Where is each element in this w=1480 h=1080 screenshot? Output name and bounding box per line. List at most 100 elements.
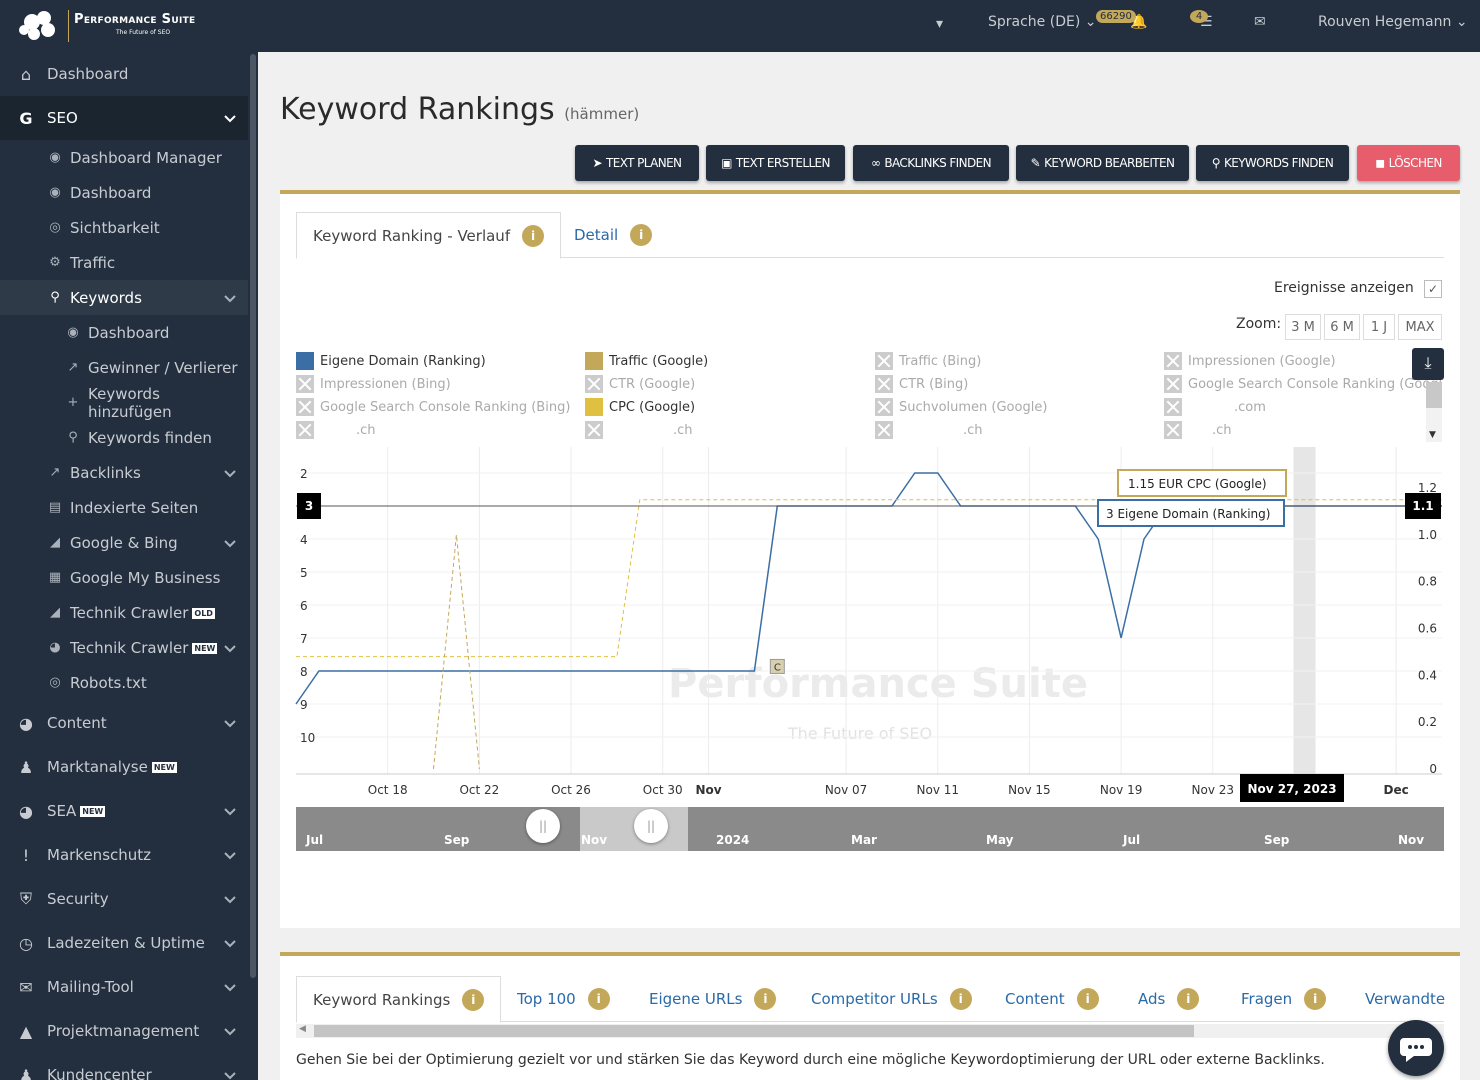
sidebar-item-sichtbarkeit[interactable]: ◎ Sichtbarkeit bbox=[0, 210, 248, 245]
sidebar-item-content[interactable]: ◕ Content bbox=[0, 701, 248, 745]
info-icon[interactable]: i bbox=[1177, 988, 1200, 1010]
navigator-handle-left[interactable]: || bbox=[526, 809, 560, 843]
tab-top-100[interactable]: Top 100 i bbox=[517, 976, 610, 1022]
legend-item[interactable]: Impressionen (Google) bbox=[1164, 352, 1336, 370]
new-badge: NEW bbox=[151, 762, 177, 773]
sidebar-item-dashboard[interactable]: ⌂ Dashboard bbox=[0, 52, 248, 96]
navigator-label: Jul bbox=[1123, 833, 1141, 847]
legend-item[interactable]: .ch bbox=[585, 421, 693, 439]
legend-item[interactable]: .ch bbox=[296, 421, 376, 439]
sidebar-item-ladezeiten-uptime[interactable]: ◷ Ladezeiten & Uptime bbox=[0, 921, 248, 965]
sidebar-item-dashboard-manager[interactable]: ◉ Dashboard Manager bbox=[0, 140, 248, 175]
sidebar-item-security[interactable]: ⛨ Security bbox=[0, 877, 248, 921]
keyword-bearbeiten-button[interactable]: ✎ KEYWORD BEARBEITEN bbox=[1016, 145, 1189, 181]
info-icon[interactable]: i bbox=[1304, 988, 1327, 1010]
language-selector[interactable]: Sprache (DE) ⌄ bbox=[988, 14, 1096, 30]
download-icon[interactable]: ⤓ bbox=[1412, 348, 1444, 380]
sidebar-item-google-bing[interactable]: ◢ Google & Bing bbox=[0, 525, 248, 560]
legend-label: CTR (Bing) bbox=[899, 376, 969, 392]
chart-navigator[interactable]: Jul Sep Nov 2024 Mar May Jul Sep Nov || … bbox=[296, 807, 1444, 851]
text-erstellen-button[interactable]: ▣ TEXT ERSTELLEN bbox=[706, 145, 845, 181]
x-tick-label: Nov 19 bbox=[1100, 783, 1143, 797]
info-icon[interactable]: i bbox=[754, 988, 777, 1010]
info-icon[interactable]: i bbox=[1076, 988, 1099, 1010]
sidebar-item-kundencenter[interactable]: ♟ Kundencenter bbox=[0, 1053, 248, 1080]
sidebar-item-keywords-dashboard[interactable]: ◉ Dashboard bbox=[0, 315, 248, 350]
search-icon: ⚲ bbox=[68, 430, 78, 445]
envelope-icon[interactable]: ✉ bbox=[1254, 14, 1266, 30]
info-icon[interactable]: i bbox=[587, 988, 610, 1010]
user-menu[interactable]: Rouven Hegemann ⌄ bbox=[1318, 14, 1468, 30]
sidebar-item-sea[interactable]: ◕ SEA NEW bbox=[0, 789, 248, 833]
info-icon[interactable]: i bbox=[949, 988, 972, 1010]
tab-fragen[interactable]: Fragen i bbox=[1241, 976, 1327, 1022]
legend-item[interactable]: Google Search Console Ranking (Googl bbox=[1164, 375, 1442, 393]
caret-down-icon[interactable]: ▾ bbox=[936, 16, 944, 32]
loeschen-button[interactable]: ◼ LÖSCHEN bbox=[1357, 145, 1460, 181]
zoom-max-button[interactable]: MAX bbox=[1398, 314, 1442, 340]
legend-item[interactable]: CTR (Bing) bbox=[875, 375, 968, 393]
info-icon[interactable]: i bbox=[462, 988, 485, 1011]
sidebar-item-backlinks[interactable]: ↗ Backlinks bbox=[0, 455, 248, 490]
zoom-1j-button[interactable]: 1 J bbox=[1363, 314, 1395, 340]
zoom-6m-button[interactable]: 6 M bbox=[1324, 314, 1360, 340]
legend-item[interactable]: Google Search Console Ranking (Bing) bbox=[296, 398, 570, 416]
legend-item[interactable]: Traffic (Bing) bbox=[875, 352, 981, 370]
legend-item[interactable]: Impressionen (Bing) bbox=[296, 375, 451, 393]
keywords-finden-button[interactable]: ⚲ KEYWORDS FINDEN bbox=[1196, 145, 1349, 181]
sidebar-item-traffic[interactable]: ⚙ Traffic bbox=[0, 245, 248, 280]
tab-keyword-rankings[interactable]: Keyword Rankings i bbox=[296, 976, 502, 1023]
tabs-scrollbar[interactable]: ◀ bbox=[296, 1024, 1444, 1038]
sidebar-item-gewinner-verlierer[interactable]: ↗ Gewinner / Verlierer bbox=[0, 350, 248, 385]
sidebar-item-keywords-finden[interactable]: ⚲ Keywords finden bbox=[0, 420, 248, 455]
chat-button[interactable] bbox=[1388, 1020, 1444, 1076]
x-tick-label: Nov 07 bbox=[825, 783, 868, 797]
legend-item[interactable]: .ch bbox=[875, 421, 983, 439]
app-logo[interactable]: Performance Suite The Future of SEO bbox=[18, 6, 228, 46]
sidebar-item-google-my-business[interactable]: ▦ Google My Business bbox=[0, 560, 248, 595]
sidebar-item-keywords-hinzufuegen[interactable]: + Keywords hinzufügen bbox=[0, 385, 248, 421]
sidebar-item-robots-txt[interactable]: ◎ Robots.txt bbox=[0, 665, 248, 700]
legend-label: Eigene Domain (Ranking) bbox=[320, 353, 486, 369]
ranking-chart[interactable]: Performance Suite The Future of SEO Oct 18… bbox=[258, 442, 1480, 802]
navigator-handle-right[interactable]: || bbox=[634, 809, 668, 843]
sidebar-item-indexierte-seiten[interactable]: ▤ Indexierte Seiten bbox=[0, 490, 248, 525]
tab-eigene-urls[interactable]: Eigene URLs i bbox=[649, 976, 777, 1022]
tab-ads[interactable]: Ads i bbox=[1138, 976, 1200, 1022]
sidebar-item-markenschutz[interactable]: ! Markenschutz bbox=[0, 833, 248, 877]
sidebar-scrollbar[interactable] bbox=[250, 54, 256, 978]
chart-tabs: Keyword Ranking - Verlauf i Detail i bbox=[296, 212, 1444, 259]
sidebar-item-seo[interactable]: G SEO bbox=[0, 96, 248, 140]
legend-item[interactable]: .com bbox=[1164, 398, 1266, 416]
sidebar-item-marktanalyse[interactable]: ♟ Marktanalyse NEW bbox=[0, 745, 248, 789]
backlinks-finden-button[interactable]: ∞ BACKLINKS FINDEN bbox=[853, 145, 1009, 181]
legend-item[interactable]: Eigene Domain (Ranking) bbox=[296, 352, 486, 370]
tasks-badge: 4 bbox=[1190, 10, 1208, 23]
chevron-down-icon bbox=[224, 720, 236, 728]
events-checkbox[interactable]: ✓ bbox=[1424, 280, 1442, 298]
sidebar-item-keywords[interactable]: ⚲ Keywords bbox=[0, 280, 248, 315]
info-icon[interactable]: i bbox=[522, 224, 545, 247]
sidebar-item-label: Keywords finden bbox=[88, 428, 212, 447]
text-planen-button[interactable]: ➤ TEXT PLANEN bbox=[575, 145, 699, 181]
tab-verwandte[interactable]: Verwandte bbox=[1365, 976, 1445, 1022]
legend-scrollbar[interactable]: ▼ bbox=[1426, 382, 1442, 442]
tab-competitor-urls[interactable]: Competitor URLs i bbox=[811, 976, 972, 1022]
navigator-label: Sep bbox=[1264, 833, 1290, 847]
tab-content[interactable]: Content i bbox=[1005, 976, 1099, 1022]
legend-item[interactable]: Traffic (Google) bbox=[585, 352, 708, 370]
sidebar-item-seo-dashboard[interactable]: ◉ Dashboard bbox=[0, 175, 248, 210]
zoom-label: Zoom: bbox=[1236, 316, 1282, 332]
tab-verlauf[interactable]: Keyword Ranking - Verlauf i bbox=[296, 212, 562, 259]
sidebar-item-technik-crawler-new[interactable]: ◕ Technik Crawler NEW bbox=[0, 630, 248, 665]
legend-item[interactable]: CTR (Google) bbox=[585, 375, 695, 393]
legend-item[interactable]: .ch bbox=[1164, 421, 1232, 439]
sidebar-item-mailing-tool[interactable]: ✉ Mailing-Tool bbox=[0, 965, 248, 1009]
zoom-3m-button[interactable]: 3 M bbox=[1285, 314, 1321, 340]
info-icon[interactable]: i bbox=[630, 224, 653, 246]
legend-item[interactable]: Suchvolumen (Google) bbox=[875, 398, 1047, 416]
tab-detail[interactable]: Detail i bbox=[574, 212, 653, 258]
sidebar-item-projektmanagement[interactable]: ▲ Projektmanagement bbox=[0, 1009, 248, 1053]
legend-item[interactable]: CPC (Google) bbox=[585, 398, 695, 416]
sidebar-item-technik-crawler-old[interactable]: ◢ Technik Crawler OLD bbox=[0, 595, 248, 630]
